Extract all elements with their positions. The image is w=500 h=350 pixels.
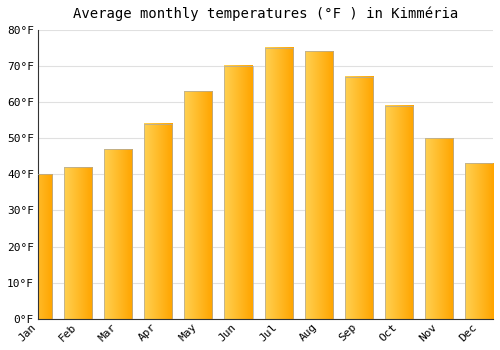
Bar [425, 138, 453, 319]
Bar [104, 149, 132, 319]
Bar [24, 174, 52, 319]
Bar [385, 105, 413, 319]
Bar [64, 167, 92, 319]
Bar [184, 91, 212, 319]
Bar [304, 51, 332, 319]
Bar [104, 149, 132, 319]
Bar [224, 66, 252, 319]
Bar [344, 77, 373, 319]
Title: Average monthly temperatures (°F ) in Kimméria: Average monthly temperatures (°F ) in Ki… [73, 7, 458, 21]
Bar [24, 174, 52, 319]
Bar [304, 51, 332, 319]
Bar [465, 163, 493, 319]
Bar [64, 167, 92, 319]
Bar [264, 48, 292, 319]
Bar [144, 124, 172, 319]
Bar [385, 105, 413, 319]
Bar [224, 66, 252, 319]
Bar [184, 91, 212, 319]
Bar [425, 138, 453, 319]
Bar [465, 163, 493, 319]
Bar [344, 77, 373, 319]
Bar [264, 48, 292, 319]
Bar [144, 124, 172, 319]
